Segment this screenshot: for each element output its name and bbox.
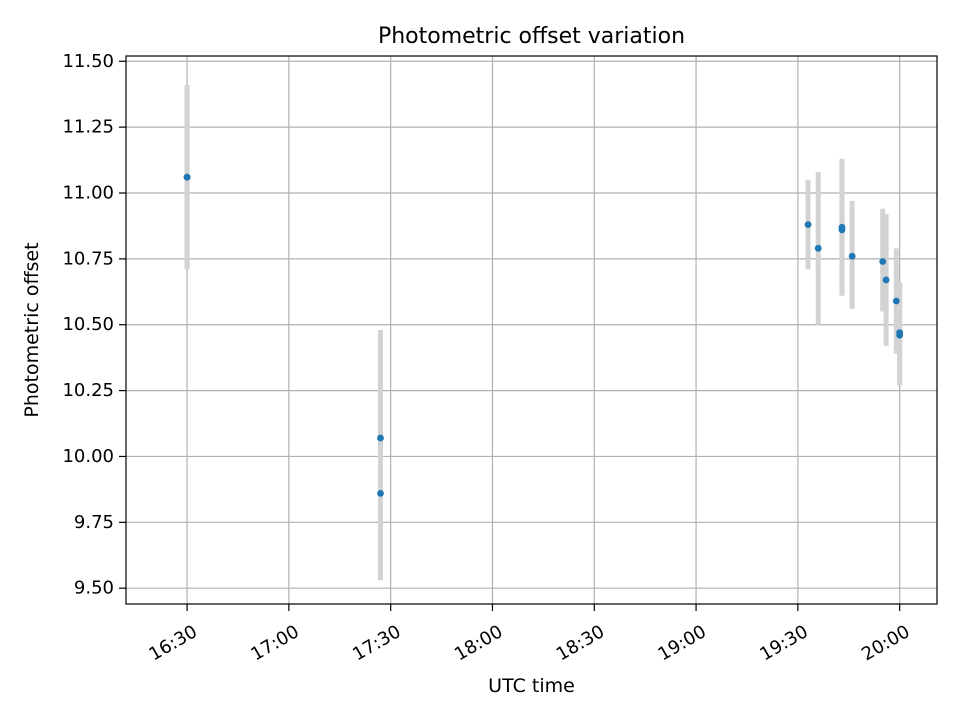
data-points [183, 173, 904, 497]
y-axis-ticks: 9.50 9.75 10.00 10.25 10.50 10.75 11.00 11.25 11… [62, 51, 126, 599]
y-tick-label: 10.50 [62, 314, 114, 335]
data-point [892, 297, 900, 305]
y-tick-label: 10.75 [62, 248, 114, 269]
data-point [377, 434, 384, 442]
chart-title: Photometric offset variation [378, 24, 685, 49]
y-axis-label: Photometric offset [21, 242, 43, 417]
y-tick-label: 11.25 [62, 117, 114, 138]
y-tick-label: 9.75 [74, 512, 114, 533]
data-point [848, 252, 856, 260]
x-axis-label: UTC time [488, 675, 575, 697]
grid [126, 56, 937, 604]
data-point [896, 331, 904, 339]
plot-frame [125, 55, 938, 605]
y-tick-label: 10.25 [62, 380, 114, 401]
y-tick-label: 11.50 [62, 51, 114, 72]
data-point [804, 221, 812, 229]
y-tick-label: 9.50 [74, 578, 114, 599]
y-tick-label: 10.00 [62, 446, 114, 467]
data-point [183, 173, 191, 181]
y-tick-label: 11.00 [62, 183, 114, 204]
data-point [882, 276, 890, 284]
data-point [377, 489, 384, 497]
data-point [838, 226, 846, 234]
data-point [879, 258, 887, 265]
data-point [814, 244, 822, 252]
